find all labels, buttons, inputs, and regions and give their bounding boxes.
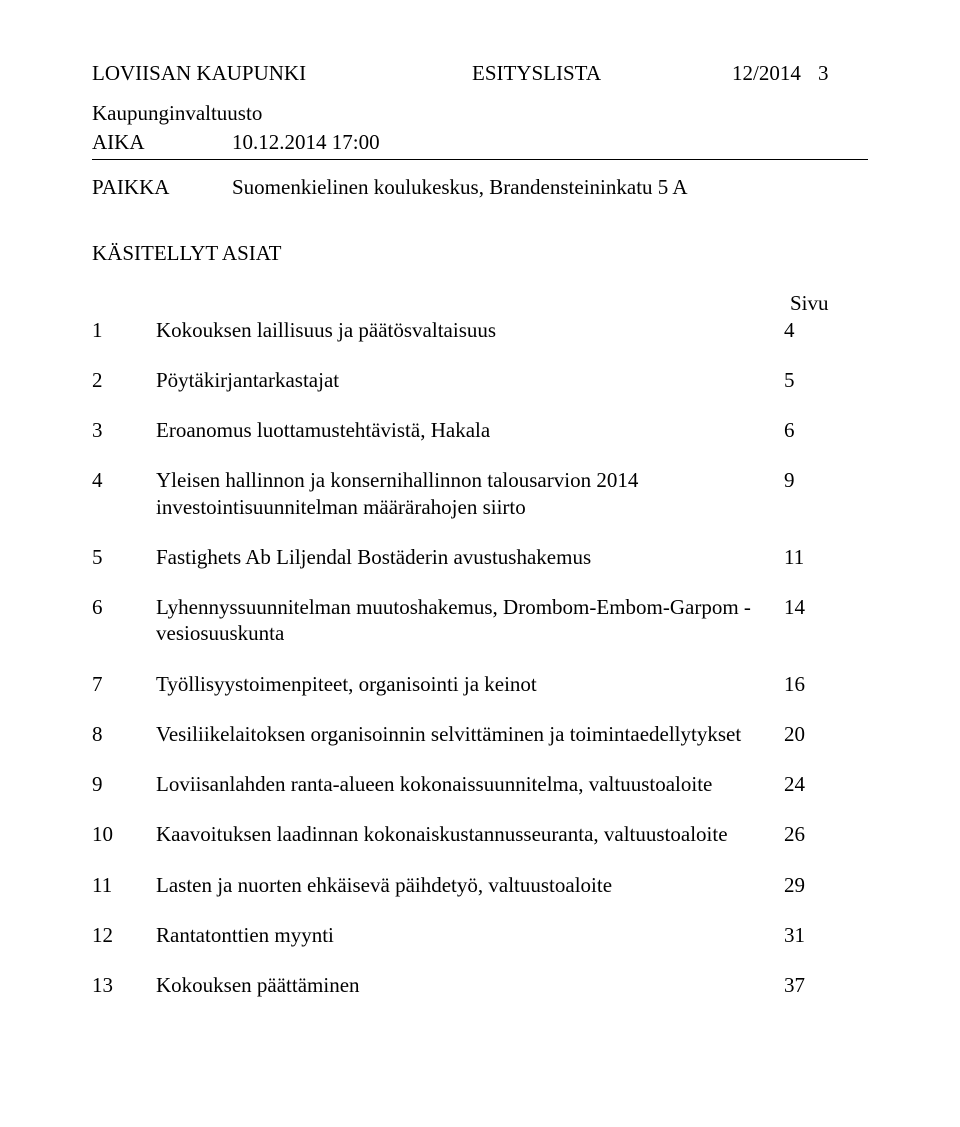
paikka-value: Suomenkielinen koulukeskus, Brandenstein… — [232, 174, 688, 200]
paikka-row: PAIKKA Suomenkielinen koulukeskus, Brand… — [92, 174, 868, 200]
agenda-item-page: 31 — [784, 922, 824, 948]
agenda-item: 4Yleisen hallinnon ja konsernihallinnon … — [92, 467, 868, 520]
list-title: KÄSITELLYT ASIAT — [92, 240, 868, 266]
header-doctype: ESITYSLISTA — [472, 60, 732, 86]
agenda-item-text: Loviisanlahden ranta-alueen kokonaissuun… — [156, 771, 784, 797]
agenda-item-number: 11 — [92, 872, 156, 898]
agenda-item-text: Pöytäkirjantarkastajat — [156, 367, 784, 393]
agenda-item-page: 16 — [784, 671, 824, 697]
agenda-item: 8Vesiliikelaitoksen organisoinnin selvit… — [92, 721, 868, 747]
header-rule — [92, 159, 868, 160]
agenda-item-page: 4 — [784, 317, 824, 343]
agenda-item-page: 6 — [784, 417, 824, 443]
agenda-item-page: 11 — [784, 544, 824, 570]
agenda-item-number: 3 — [92, 417, 156, 443]
agenda-item: 12Rantatonttien myynti31 — [92, 922, 868, 948]
agenda-item: 5Fastighets Ab Liljendal Bostäderin avus… — [92, 544, 868, 570]
agenda-item-text: Kokouksen laillisuus ja päätösvaltaisuus — [156, 317, 784, 343]
page-col-spacer — [92, 290, 790, 316]
agenda-item-number: 9 — [92, 771, 156, 797]
agenda-item-number: 12 — [92, 922, 156, 948]
subheader: Kaupunginvaltuusto — [92, 100, 868, 126]
agenda-item-page: 5 — [784, 367, 824, 393]
page-col-label: Sivu — [790, 290, 829, 316]
agenda-item-number: 5 — [92, 544, 156, 570]
agenda-item-text: Työllisyystoimenpiteet, organisointi ja … — [156, 671, 784, 697]
paikka-label: PAIKKA — [92, 174, 232, 200]
agenda-item-number: 2 — [92, 367, 156, 393]
agenda-item-page: 26 — [784, 821, 824, 847]
agenda-item: 6Lyhennyssuunnitelman muutoshakemus, Dro… — [92, 594, 868, 647]
agenda-item-number: 7 — [92, 671, 156, 697]
agenda-item-page: 24 — [784, 771, 824, 797]
agenda-item: 1Kokouksen laillisuus ja päätösvaltaisuu… — [92, 317, 868, 343]
agenda-item: 13Kokouksen päättäminen37 — [92, 972, 868, 998]
agenda-item-page: 29 — [784, 872, 824, 898]
agenda-item-number: 4 — [92, 467, 156, 493]
header-pagenum: 3 — [818, 60, 868, 86]
agenda-item-page: 14 — [784, 594, 824, 620]
agenda-item-text: Lasten ja nuorten ehkäisevä päihdetyö, v… — [156, 872, 784, 898]
agenda-item-number: 10 — [92, 821, 156, 847]
aika-value: 10.12.2014 17:00 — [232, 129, 380, 155]
agenda-item-page: 20 — [784, 721, 824, 747]
header-docnum: 12/2014 — [732, 60, 818, 86]
agenda-item-page: 9 — [784, 467, 824, 493]
agenda-item-number: 13 — [92, 972, 156, 998]
agenda-item-number: 8 — [92, 721, 156, 747]
agenda-item-text: Vesiliikelaitoksen organisoinnin selvitt… — [156, 721, 784, 747]
page-col-header-row: Sivu — [92, 290, 868, 316]
agenda-item-text: Fastighets Ab Liljendal Bostäderin avust… — [156, 544, 784, 570]
agenda-item-text: Eroanomus luottamustehtävistä, Hakala — [156, 417, 784, 443]
agenda-item-number: 6 — [92, 594, 156, 620]
agenda-item: 10Kaavoituksen laadinnan kokonaiskustann… — [92, 821, 868, 847]
aika-row: AIKA 10.12.2014 17:00 — [92, 129, 868, 155]
agenda-item-text: Kaavoituksen laadinnan kokonaiskustannus… — [156, 821, 784, 847]
agenda-item: 9Loviisanlahden ranta-alueen kokonaissuu… — [92, 771, 868, 797]
agenda-item: 7Työllisyystoimenpiteet, organisointi ja… — [92, 671, 868, 697]
agenda-item-number: 1 — [92, 317, 156, 343]
agenda-item-text: Rantatonttien myynti — [156, 922, 784, 948]
aika-label: AIKA — [92, 129, 232, 155]
header-org: LOVIISAN KAUPUNKI — [92, 60, 472, 86]
agenda-item: 3Eroanomus luottamustehtävistä, Hakala6 — [92, 417, 868, 443]
agenda-item: 11Lasten ja nuorten ehkäisevä päihdetyö,… — [92, 872, 868, 898]
agenda-item-text: Lyhennyssuunnitelman muutoshakemus, Drom… — [156, 594, 784, 647]
agenda-item-text: Kokouksen päättäminen — [156, 972, 784, 998]
header-row: LOVIISAN KAUPUNKI ESITYSLISTA 12/2014 3 — [92, 60, 868, 86]
agenda-item: 2Pöytäkirjantarkastajat5 — [92, 367, 868, 393]
agenda-item-page: 37 — [784, 972, 824, 998]
agenda-item-text: Yleisen hallinnon ja konsernihallinnon t… — [156, 467, 784, 520]
items-container: 1Kokouksen laillisuus ja päätösvaltaisuu… — [92, 317, 868, 999]
